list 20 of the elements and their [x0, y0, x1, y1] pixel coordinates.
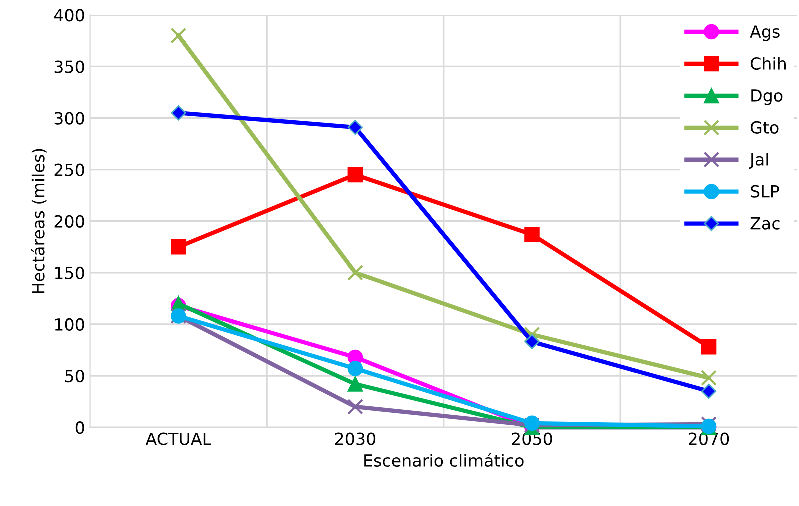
legend-label: SLP	[751, 185, 780, 198]
y-tick-label: 150	[55, 266, 84, 280]
legend-label: Zac	[750, 217, 780, 230]
y-tick-label: 350	[54, 60, 84, 74]
legend-label: Jal	[749, 153, 768, 170]
y-tick-label: 100	[55, 318, 84, 332]
legend-label: Gto	[750, 121, 779, 134]
x-tick-label: ACTUAL	[146, 432, 212, 446]
x-tick-label: 2030	[335, 432, 376, 446]
y-tick-label: 50	[66, 370, 84, 383]
x-axis-title: Escenario climático	[364, 453, 524, 468]
y-tick-label: 400	[54, 9, 84, 22]
legend-label: Ags	[750, 26, 780, 42]
legend-label: Chih	[750, 57, 786, 70]
y-tick-label: 200	[54, 215, 84, 228]
legend-label: Dgo	[752, 90, 783, 106]
y-axis-title: Hectáreas (miles)	[31, 149, 47, 294]
y-tick-label: 250	[54, 164, 84, 176]
y-tick-label: 0	[76, 422, 84, 434]
y-tick-label: 300	[54, 112, 84, 125]
